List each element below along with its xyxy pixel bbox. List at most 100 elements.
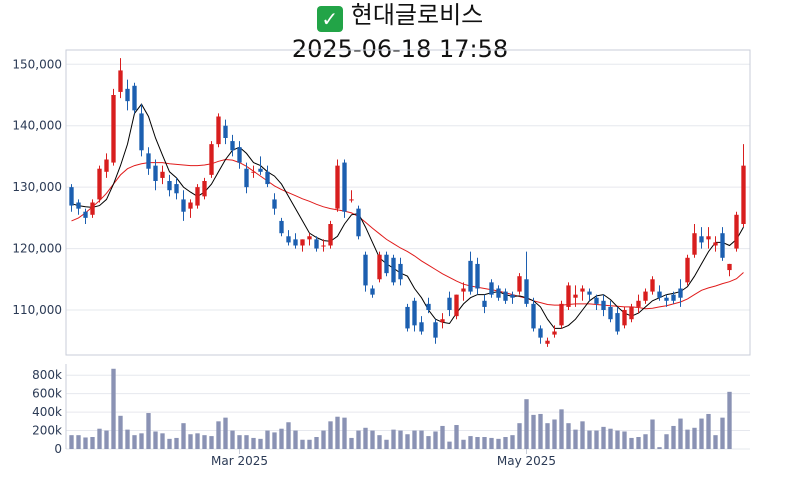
volume-bar — [524, 399, 529, 449]
candle — [181, 190, 186, 221]
candle — [538, 325, 543, 344]
volume-bar — [573, 429, 578, 449]
candle — [545, 337, 550, 347]
candle — [300, 239, 305, 252]
candle — [258, 156, 263, 175]
candle-body — [384, 254, 389, 274]
candle-body — [328, 224, 333, 246]
candle-body — [118, 70, 123, 92]
candle — [510, 291, 515, 304]
candle-body — [692, 233, 697, 255]
candle-body — [132, 85, 137, 111]
candle — [377, 251, 382, 283]
candle — [433, 319, 438, 344]
candle-body — [671, 294, 676, 301]
volume-bar — [286, 422, 291, 449]
candle-body — [314, 239, 319, 249]
volume-bar — [608, 428, 613, 449]
volume-bar — [601, 426, 606, 449]
volume-bar — [685, 429, 690, 449]
candle-body — [727, 263, 732, 271]
candle — [272, 193, 277, 215]
moving-average-long-line — [71, 158, 744, 310]
date-tick-label: Mar 2025 — [211, 454, 268, 468]
candle — [69, 184, 74, 212]
volume-bar — [328, 421, 333, 449]
candle-body — [580, 288, 585, 292]
candle — [713, 236, 718, 252]
chart-title-line: ✓ 현대글로비스 — [0, 1, 800, 32]
candle-body — [419, 322, 424, 332]
candle-body — [139, 113, 144, 151]
candle — [594, 294, 599, 310]
candle-body — [587, 291, 592, 295]
candle-body — [146, 153, 151, 169]
candle — [216, 113, 221, 148]
candle — [265, 165, 270, 188]
candle — [188, 199, 193, 218]
volume-bar — [300, 439, 305, 449]
candle-body — [643, 291, 648, 301]
moving-average-long-path — [71, 158, 744, 310]
candle — [363, 251, 368, 292]
volume-bar — [622, 431, 627, 449]
volume-bar — [90, 437, 95, 449]
volume-bar — [83, 437, 88, 449]
volume-bar — [321, 430, 326, 449]
volume-bar — [104, 430, 109, 449]
candle-body — [342, 162, 347, 212]
volume-bar — [496, 438, 501, 449]
candle — [503, 288, 508, 304]
candle-body — [601, 300, 606, 310]
candle-body — [279, 220, 284, 234]
candle-body — [552, 331, 557, 335]
candle — [496, 285, 501, 301]
candle — [160, 165, 165, 185]
volume-bar — [258, 438, 263, 449]
candle — [146, 147, 151, 175]
volume-bar — [279, 428, 284, 449]
candle-body — [489, 282, 494, 295]
volume-bar — [727, 391, 732, 449]
candle-body — [538, 328, 543, 338]
volume-bar — [426, 436, 431, 449]
candle-body — [454, 294, 459, 317]
volume-bar — [419, 430, 424, 449]
volume-bar — [594, 430, 599, 449]
candle-body — [741, 165, 746, 224]
candle-body — [566, 285, 571, 307]
candle — [601, 294, 606, 317]
candle — [489, 279, 494, 298]
candle — [167, 174, 172, 197]
volume-bar — [671, 425, 676, 449]
candle — [314, 236, 319, 252]
volume-bar — [139, 433, 144, 449]
moving-average-short-path — [71, 103, 744, 329]
candle — [559, 300, 564, 329]
candle — [419, 316, 424, 335]
price-tick-label: 130,000 — [12, 180, 62, 194]
volume-bar — [517, 423, 522, 449]
candle-body — [510, 294, 515, 298]
candle-body — [188, 202, 193, 209]
candle — [118, 58, 123, 99]
volume-bar — [160, 433, 165, 449]
volume-bar — [384, 439, 389, 449]
candle — [111, 88, 116, 166]
price-tick-label: 120,000 — [12, 242, 62, 256]
candle — [321, 239, 326, 252]
volume-bar — [720, 417, 725, 449]
candle-body — [706, 236, 711, 240]
volume-bar — [167, 438, 172, 449]
volume-bar — [629, 437, 634, 449]
check-mark-icon: ✓ — [316, 6, 343, 32]
candle-body — [363, 254, 368, 286]
candle-body — [251, 171, 256, 173]
price-tick-label: 140,000 — [12, 119, 62, 133]
volume-bar — [468, 436, 473, 449]
candle-body — [447, 297, 452, 310]
candle — [580, 285, 585, 301]
volume-bar — [580, 421, 585, 449]
candle-body — [195, 187, 200, 206]
candle-body — [531, 303, 536, 329]
